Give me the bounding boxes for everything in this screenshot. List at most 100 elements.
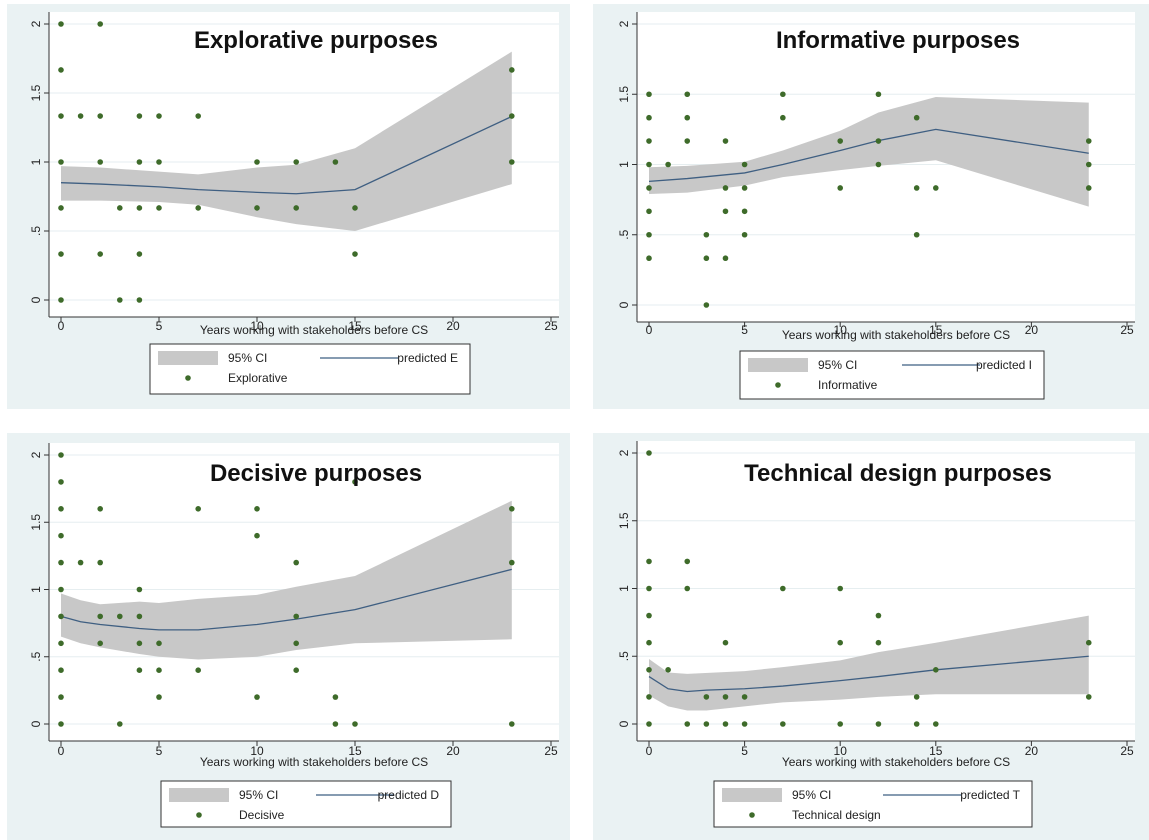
data-point-31 (509, 67, 515, 73)
legend-ci-label: 95% CI (239, 788, 278, 802)
legend-ci-label: 95% CI (792, 788, 831, 802)
x-tick-label-4: 20 (446, 319, 460, 333)
data-point-3 (646, 161, 652, 168)
predicted-line (60, 115, 513, 195)
data-point-21 (156, 205, 162, 211)
data-point-7 (646, 255, 652, 262)
x-tick-label-2: 10 (250, 319, 264, 333)
data-point-36 (352, 479, 358, 485)
data-point-1 (646, 114, 652, 121)
x-tick-label-0: 0 (58, 319, 65, 333)
legend-ci-swatch (158, 351, 218, 365)
data-point-10 (684, 114, 691, 121)
data-point-32 (509, 113, 515, 119)
data-point-5 (646, 667, 652, 673)
ci-band (649, 615, 1089, 711)
data-point-9 (684, 91, 691, 98)
data-point-39 (509, 559, 515, 566)
data-point-15 (722, 138, 729, 144)
ci-band (649, 97, 1089, 207)
data-point-5 (58, 251, 64, 257)
y-tick-label-4: 2 (29, 451, 43, 458)
legend-ci-label: 95% CI (818, 358, 857, 372)
legend-line-label: predicted E (397, 351, 458, 365)
x-tick-label-1: 5 (156, 319, 163, 333)
legend-ci-swatch (722, 788, 782, 802)
legend-ci-swatch (748, 358, 808, 372)
data-point-6 (58, 613, 64, 620)
data-point-23 (837, 721, 843, 727)
data-point-11 (684, 721, 691, 727)
x-tick-label-5: 25 (1120, 744, 1134, 758)
data-point-21 (837, 585, 843, 592)
data-point-8 (665, 161, 671, 168)
x-tick-label-1: 5 (741, 323, 748, 337)
x-tick-label-5: 25 (544, 319, 558, 333)
x-tick-label-2: 10 (250, 744, 264, 758)
ci-band (61, 51, 512, 231)
data-point-2 (646, 138, 652, 144)
data-point-2 (646, 585, 652, 592)
legend-points-label: Explorative (228, 371, 288, 385)
x-tick-label-0: 0 (646, 744, 653, 758)
data-point-26 (875, 721, 882, 727)
data-point-26 (293, 159, 300, 165)
data-point-25 (837, 138, 843, 144)
chart-panel-informative: 0.5 1 1.5 2 0 5 10 15 20 25 Years working with sta… (593, 4, 1149, 409)
data-point-17 (722, 208, 729, 215)
y-tick-label-1: .5 (617, 229, 631, 239)
chart-panel-technical-design: 0.5 1 1.5 2 0 5 10 15 20 25 Years working with sta… (593, 433, 1149, 840)
data-point-19 (156, 113, 162, 119)
data-point-23 (195, 205, 201, 211)
x-tick-label-5: 25 (1120, 323, 1134, 337)
x-tick-label-3: 15 (929, 323, 943, 337)
data-point-0 (58, 21, 64, 27)
data-point-22 (195, 113, 201, 119)
data-point-19 (780, 585, 786, 592)
data-point-32 (293, 640, 300, 647)
data-point-25 (875, 639, 882, 646)
data-point-12 (703, 231, 710, 238)
y-tick-label-0: 0 (617, 720, 631, 727)
legend-points-label: Informative (818, 378, 878, 392)
ci-band (61, 500, 512, 660)
data-point-7 (77, 113, 84, 119)
data-point-20 (780, 721, 786, 727)
data-point-7 (58, 640, 64, 647)
y-tick-label-4: 2 (617, 449, 631, 456)
data-point-16 (136, 205, 143, 211)
data-point-14 (97, 613, 103, 620)
data-point-9 (97, 113, 103, 119)
data-point-18 (741, 721, 748, 727)
x-tick-label-4: 20 (1025, 744, 1039, 758)
x-tick-label-0: 0 (646, 323, 653, 337)
legend-point-swatch (749, 812, 755, 818)
chart-panel-decisive: 0.5 1 1.5 2 0 5 10 15 20 25 Years working with sta… (7, 433, 570, 840)
data-point-11 (77, 559, 84, 566)
data-point-32 (913, 231, 920, 238)
data-point-8 (58, 667, 64, 673)
data-point-9 (58, 694, 64, 700)
data-point-11 (97, 251, 103, 257)
data-point-26 (837, 185, 843, 191)
x-tick-label-1: 5 (156, 744, 163, 758)
data-point-31 (293, 613, 300, 620)
x-tick-label-3: 15 (348, 744, 362, 758)
data-point-16 (117, 613, 123, 620)
data-point-13 (703, 721, 710, 727)
data-point-17 (741, 694, 748, 700)
data-point-4 (58, 559, 64, 566)
data-point-0 (58, 452, 64, 458)
data-point-4 (646, 185, 652, 191)
y-tick-label-3: 1.5 (617, 512, 631, 529)
data-point-37 (352, 721, 358, 727)
data-point-12 (117, 205, 123, 211)
data-point-6 (646, 231, 652, 238)
data-point-1 (58, 479, 64, 485)
data-point-29 (933, 667, 939, 673)
data-point-28 (913, 721, 920, 727)
data-point-3 (646, 612, 652, 619)
data-point-15 (136, 159, 143, 165)
legend-point-swatch (185, 375, 191, 381)
